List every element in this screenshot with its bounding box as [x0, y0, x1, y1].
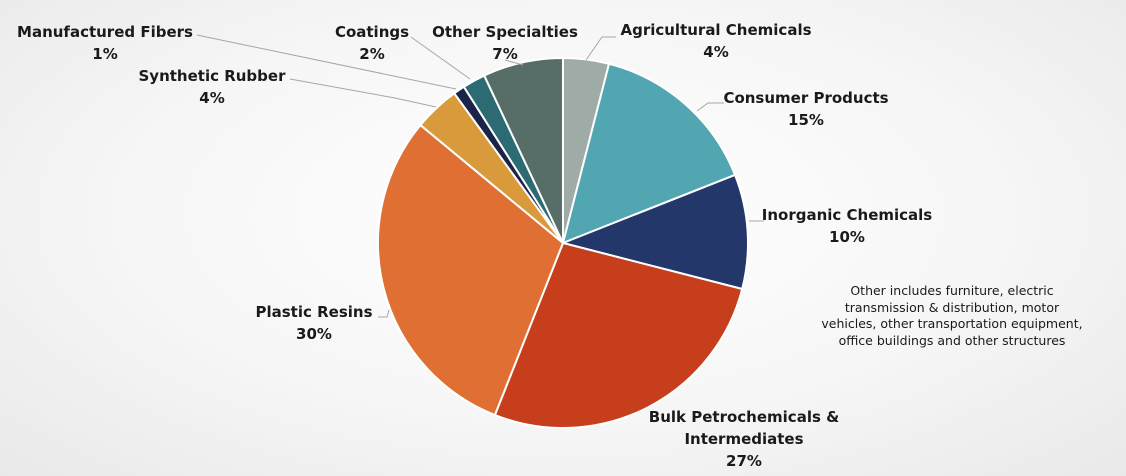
slice-percent: 1%: [92, 45, 117, 63]
pie-slices: [377, 56, 749, 429]
leader-line: [585, 36, 616, 61]
slice-name: Consumer Products: [723, 89, 888, 107]
slice-percent: 15%: [788, 111, 824, 129]
chart-footnote: Other includes furniture, electric trans…: [821, 283, 1083, 348]
slice-name: Plastic Resins: [255, 303, 372, 321]
pie-slice-bulk-petrochemicals-intermediates: [493, 241, 744, 429]
slice-labels: Agricultural Chemicals 4% Consumer Product…: [17, 21, 932, 470]
slice-percent: 4%: [199, 89, 224, 107]
slice-label: Other Specialties 7%: [432, 23, 578, 63]
slice-percent: 7%: [492, 45, 517, 63]
leader-line: [504, 59, 524, 66]
slice-label: Coatings 2%: [335, 23, 409, 63]
leader-line: [289, 78, 437, 108]
slice-name: Intermediates: [684, 430, 803, 448]
slice-name: Inorganic Chemicals: [762, 206, 933, 224]
slice-name: Other Specialties: [432, 23, 578, 41]
slice-percent: 27%: [726, 452, 762, 470]
slice-label: Manufactured Fibers 1%: [17, 23, 193, 63]
slice-percent: 10%: [829, 228, 865, 246]
slice-label: Agricultural Chemicals 4%: [620, 21, 811, 61]
pie-slice-consumer-products: [561, 62, 737, 245]
slice-percent: 30%: [296, 325, 332, 343]
slice-percent: 2%: [359, 45, 384, 63]
leader-line: [196, 34, 457, 90]
slice-label: Synthetic Rubber 4%: [139, 67, 287, 107]
slice-name: Manufactured Fibers: [17, 23, 193, 41]
pie-slice-other-specialties: [482, 56, 564, 244]
pie-slice-inorganic-chemicals: [559, 173, 749, 291]
slice-label: Plastic Resins 30%: [255, 303, 372, 343]
leader-line: [696, 102, 724, 112]
leader-lines: [196, 34, 764, 318]
slice-label: Inorganic Chemicals 10%: [762, 206, 933, 246]
slice-name: Synthetic Rubber: [139, 67, 287, 85]
slice-label: Bulk Petrochemicals & Intermediates 27%: [649, 408, 839, 470]
leader-line: [378, 309, 390, 318]
slice-label: Consumer Products 15%: [723, 89, 888, 129]
slice-name: Coatings: [335, 23, 409, 41]
leader-line: [410, 36, 471, 80]
pie-slice-plastic-resins: [377, 123, 565, 417]
slice-name: Agricultural Chemicals: [620, 21, 811, 39]
slice-percent: 4%: [703, 43, 728, 61]
slice-name: Bulk Petrochemicals &: [649, 408, 839, 426]
